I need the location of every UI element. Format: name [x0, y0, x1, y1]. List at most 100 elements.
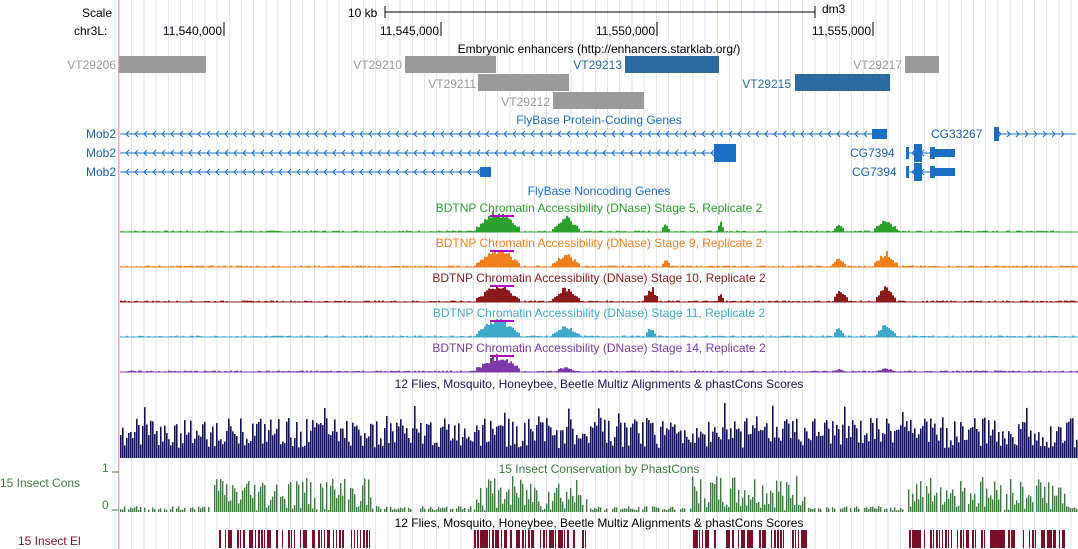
multiz-bar [714, 427, 716, 458]
noncoding-genes-track-title[interactable]: FlyBase Noncoding Genes [527, 184, 671, 198]
multiz-bar [222, 444, 224, 458]
gene-models[interactable] [0, 120, 1078, 184]
enhancer-label[interactable]: VT29213 [573, 58, 622, 72]
gene-label[interactable]: CG7394 [852, 165, 897, 179]
strand-arrow [170, 168, 175, 176]
dnase-signal-bar [146, 265, 148, 267]
elements-side-label[interactable]: 15 Insect El [18, 534, 81, 548]
enhancer-label[interactable]: VT29210 [353, 58, 402, 72]
enhancer-feature[interactable] [625, 56, 719, 73]
dnase-signal-bar [826, 335, 828, 337]
dnase-signal-bar [384, 336, 386, 337]
strand-arrow [800, 130, 805, 138]
phastcons-bar [316, 509, 318, 512]
conserved-element [1029, 530, 1030, 548]
phastcons-bar [894, 507, 896, 512]
strand-arrow [557, 130, 562, 138]
strand-arrow [377, 149, 382, 157]
multiz-bar [366, 438, 368, 458]
dnase-signal-bar [1014, 266, 1016, 267]
enhancer-feature[interactable] [905, 56, 939, 73]
coding-genes-track-title[interactable]: FlyBase Protein-Coding Genes [516, 113, 682, 127]
multiz-bar [708, 421, 710, 458]
multiz-bar [798, 439, 800, 458]
dnase-signal-bar [664, 301, 666, 302]
phastcons-bar [214, 485, 216, 512]
dnase-signal-bar [460, 300, 462, 302]
multiz-bar [386, 415, 388, 458]
multiz-bar [546, 418, 548, 458]
dnase-signal-bar [576, 370, 578, 372]
multiz-track-title[interactable]: 12 Flies, Mosquito, Honeybee, Beetle Mul… [394, 377, 804, 391]
gene-label[interactable]: Mob2 [85, 127, 116, 141]
dnase-signal-bar [834, 332, 836, 337]
dnase-signal-bar [1054, 301, 1056, 302]
gene-label[interactable]: CG7394 [850, 146, 895, 160]
strand-arrow [494, 149, 499, 157]
dnase-signal-bar [930, 266, 932, 267]
phastcons-bar [300, 508, 302, 512]
dnase-signal-bar [444, 301, 446, 302]
dnase-signal-bar [556, 296, 558, 302]
dnase-signal-bar [486, 256, 488, 267]
multiz-bar [770, 441, 772, 458]
dnase-track-title[interactable]: BDTNP Chromatin Accessibility (DNase) St… [435, 236, 763, 250]
phastcons-bar [854, 507, 856, 512]
dnase-signal-bar [200, 265, 202, 267]
enhancer-feature[interactable] [553, 92, 644, 109]
enhancer-feature[interactable] [795, 74, 890, 91]
dnase-signal-bar [800, 266, 802, 267]
dnase-signal-bar [934, 265, 936, 267]
phastcons-bar [590, 508, 592, 512]
enhancer-feature[interactable] [478, 74, 569, 91]
elements-track-title[interactable]: 12 Flies, Mosquito, Honeybee, Beetle Mul… [394, 516, 804, 530]
enhancer-feature[interactable] [119, 56, 206, 73]
phastcons-bar [424, 508, 426, 512]
multiz-bar [320, 423, 322, 458]
dnase-signal-bar [430, 371, 432, 372]
phastcons-bar [376, 506, 378, 512]
conserved-element [492, 530, 494, 548]
dnase-signal-bar [986, 230, 988, 232]
enhancer-label[interactable]: VT29215 [742, 77, 791, 91]
dnase-signal-bar [600, 265, 602, 267]
enhancer-label[interactable]: VT29217 [853, 58, 902, 72]
enhancer-label[interactable]: VT29206 [67, 58, 116, 72]
phastcons-bar [958, 505, 960, 512]
enhancer-label[interactable]: VT29211 [428, 77, 476, 91]
phastcons-bar [586, 499, 588, 512]
dnase-signal-bar [468, 230, 470, 232]
dnase-signal-bar [476, 226, 478, 232]
phastcons-bar [218, 490, 220, 512]
phastcons-bar [782, 495, 784, 512]
enhancer-label[interactable]: VT29212 [501, 95, 550, 109]
enhancers-track-title[interactable]: Embryonic enhancers (http://enhancers.st… [457, 42, 741, 56]
dnase-track-title[interactable]: BDTNP Chromatin Accessibility (DNase) St… [432, 271, 766, 285]
phastcons-side-label[interactable]: 15 Insect Cons [0, 476, 81, 490]
enhancer-feature[interactable] [405, 56, 496, 73]
conserved-element [909, 530, 911, 548]
gene-label[interactable]: CG33267 [931, 127, 983, 141]
dnase-signal-bar [1020, 300, 1022, 302]
dnase-track-title[interactable]: BDTNP Chromatin Accessibility (DNase) St… [432, 306, 766, 320]
dnase-track-title[interactable]: BDTNP Chromatin Accessibility (DNase) St… [432, 341, 766, 355]
dnase-signal-bar [440, 335, 442, 337]
dnase-signal-bar [850, 335, 852, 337]
gene-label[interactable]: Mob2 [85, 146, 116, 160]
dnase-track-title[interactable]: BDTNP Chromatin Accessibility (DNase) St… [435, 201, 763, 215]
dnase-signal-bar [274, 230, 276, 232]
multiz-bar [834, 435, 836, 458]
dnase-signal-bar [540, 371, 542, 372]
gene-label[interactable]: Mob2 [85, 165, 116, 179]
dnase-signal-bar [362, 301, 364, 302]
dnase-signal-bar [1020, 371, 1022, 372]
multiz-bar [412, 428, 414, 458]
dnase-signal-bar [888, 222, 890, 232]
phastcons-track-title[interactable]: 15 Insect Conservation by PhastCons [498, 462, 700, 476]
dnase-signal-bar [272, 371, 274, 372]
dnase-signal-bar [506, 359, 508, 372]
dnase-signal-bar [250, 265, 252, 267]
dnase-signal-bar [912, 335, 914, 337]
dnase-signal-bar [408, 266, 410, 267]
dnase-signal-bar [1002, 336, 1004, 337]
